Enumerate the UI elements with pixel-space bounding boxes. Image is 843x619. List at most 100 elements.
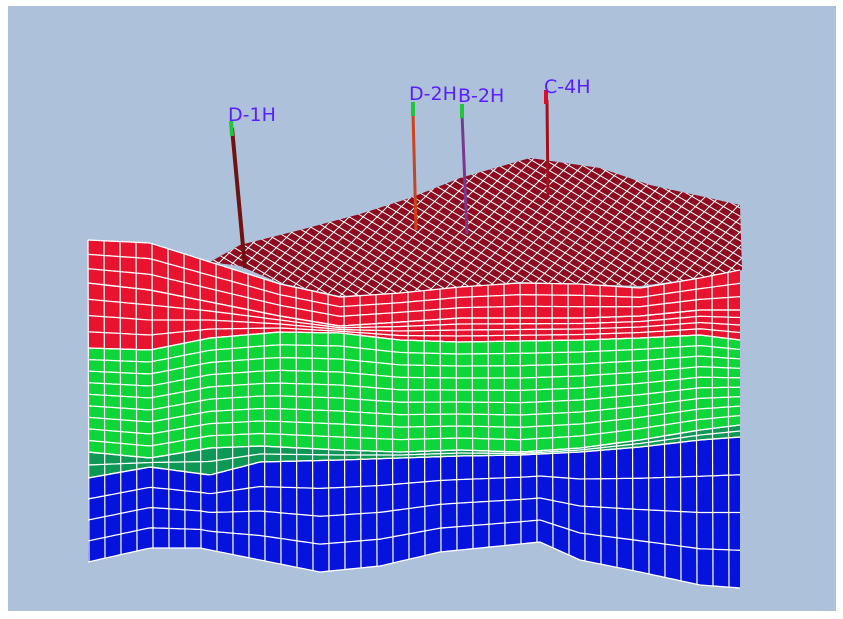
grid-line	[519, 282, 522, 545]
grid-line	[135, 242, 138, 552]
grid-line	[567, 283, 570, 555]
grid-line	[311, 290, 314, 571]
grid-line	[471, 286, 474, 549]
well-trajectory	[411, 111, 418, 231]
surface-grid-line	[457, 158, 742, 296]
grid-line	[87, 327, 741, 337]
grid-line	[87, 396, 741, 423]
well-d-2h[interactable]: D-2H	[409, 83, 457, 231]
grid-line	[87, 253, 741, 308]
surface-grid-line	[415, 158, 727, 296]
grid-line	[103, 240, 106, 559]
grid-line	[359, 295, 362, 569]
surface-grid-line	[555, 158, 742, 296]
grid-line	[247, 273, 250, 558]
surface-grid-line	[541, 158, 742, 296]
grid-line	[615, 286, 618, 568]
well-label-c-4h: C-4H	[544, 76, 591, 98]
grid-line	[551, 283, 554, 548]
grid-line	[87, 344, 741, 363]
grid-line	[87, 497, 740, 521]
grid-line	[87, 314, 741, 332]
grid-line	[279, 283, 282, 565]
grid-line	[583, 284, 586, 561]
surface-grid-line	[499, 158, 742, 296]
grid-line	[343, 296, 346, 570]
reservoir-layers	[87, 239, 741, 589]
grid-line	[87, 405, 741, 435]
grid-line	[663, 283, 666, 578]
grid-line	[87, 331, 741, 351]
grid-line	[87, 239, 741, 298]
grid-line	[87, 386, 741, 411]
grid-line	[87, 414, 741, 447]
surface-grid-line	[210, 158, 433, 296]
grid-line	[263, 278, 266, 561]
grid-line	[87, 519, 741, 551]
well-trajectory	[460, 113, 469, 235]
surface-grid-line	[443, 158, 742, 296]
grid-line	[407, 292, 410, 560]
well-label-d-1h: D-1H	[228, 104, 276, 126]
grid-line	[295, 287, 298, 568]
well-trajectory	[545, 99, 550, 196]
grid-line	[231, 268, 234, 555]
surface-grid-line	[471, 158, 742, 296]
grid-line	[167, 248, 170, 549]
surface-grid-line	[357, 158, 539, 296]
grid-line	[215, 263, 218, 552]
grid-line	[487, 285, 490, 548]
red-layer	[88, 283, 740, 350]
grid-line	[119, 241, 122, 555]
grid-line	[87, 424, 741, 459]
block-grid-lines	[87, 239, 741, 589]
red-top-band	[88, 240, 740, 326]
grid-line	[535, 283, 538, 543]
grid-line	[327, 294, 330, 572]
surface-grid-line	[210, 158, 447, 296]
teal-layer	[88, 425, 740, 478]
surface-grid-line	[513, 158, 742, 296]
well-top-marker	[229, 120, 234, 137]
grid-line	[455, 287, 458, 551]
well-label-d-2h: D-2H	[409, 83, 457, 105]
well-d-1h[interactable]: D-1H	[228, 104, 276, 269]
grid-line	[199, 258, 202, 549]
grid-line	[87, 474, 741, 500]
grid-line	[87, 239, 90, 563]
grid-line	[87, 298, 741, 329]
well-trajectory	[230, 127, 247, 269]
grid-line	[87, 541, 741, 589]
grid-line	[87, 436, 741, 479]
blue-layer	[88, 437, 740, 588]
surface-grid-line	[210, 158, 419, 296]
grid-line	[679, 281, 682, 581]
grid-line	[391, 293, 394, 564]
grid-line	[87, 366, 741, 387]
grid-line	[87, 430, 741, 466]
grid-line	[87, 282, 740, 327]
well-c-4h[interactable]: C-4H	[544, 76, 591, 196]
well-b-2h[interactable]: B-2H	[458, 85, 504, 235]
surface-grid-line	[371, 158, 553, 296]
well-label-b-2h: B-2H	[458, 85, 504, 107]
wells-group: D-1H D-2H B-2H C-4H	[228, 76, 591, 269]
grid-line	[631, 287, 634, 571]
surface-grid-line	[527, 158, 742, 296]
surface-grid-line	[429, 158, 741, 296]
grid-line	[439, 288, 442, 553]
grid-line	[695, 278, 698, 585]
surface-grid-line	[385, 158, 567, 296]
grid-line	[87, 376, 741, 399]
grid-line	[711, 275, 714, 586]
grid-line	[599, 285, 602, 565]
grid-line	[503, 284, 506, 546]
grid-line	[87, 355, 741, 375]
grid-line	[727, 272, 730, 588]
surface-grid-line	[569, 158, 742, 296]
grid-line	[87, 268, 741, 317]
grid-line	[647, 286, 650, 574]
surface-grid-line	[210, 158, 461, 296]
